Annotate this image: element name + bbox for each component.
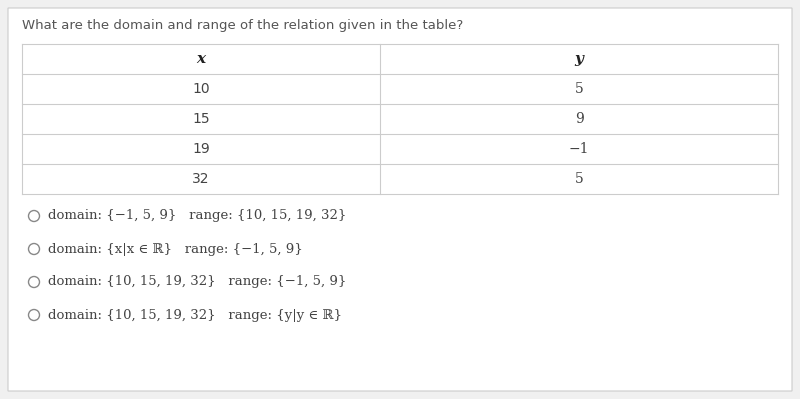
Text: −1: −1 xyxy=(569,142,590,156)
Text: y: y xyxy=(574,52,583,66)
Text: 15: 15 xyxy=(192,112,210,126)
Text: domain: {x|x ∈ ℝ}   range: {−1, 5, 9}: domain: {x|x ∈ ℝ} range: {−1, 5, 9} xyxy=(49,243,303,255)
Text: 5: 5 xyxy=(574,82,583,96)
FancyBboxPatch shape xyxy=(8,8,792,391)
Text: domain: {−1, 5, 9}   range: {10, 15, 19, 32}: domain: {−1, 5, 9} range: {10, 15, 19, 3… xyxy=(49,209,347,223)
Text: domain: {10, 15, 19, 32}   range: {y|y ∈ ℝ}: domain: {10, 15, 19, 32} range: {y|y ∈ ℝ… xyxy=(49,308,342,322)
Text: 32: 32 xyxy=(192,172,210,186)
Text: 5: 5 xyxy=(574,172,583,186)
Text: 10: 10 xyxy=(192,82,210,96)
Bar xyxy=(22,44,778,194)
Text: domain: {10, 15, 19, 32}   range: {−1, 5, 9}: domain: {10, 15, 19, 32} range: {−1, 5, … xyxy=(49,275,347,288)
Text: What are the domain and range of the relation given in the table?: What are the domain and range of the rel… xyxy=(22,19,463,32)
Text: 19: 19 xyxy=(192,142,210,156)
Text: 9: 9 xyxy=(574,112,583,126)
Text: x: x xyxy=(197,52,206,66)
